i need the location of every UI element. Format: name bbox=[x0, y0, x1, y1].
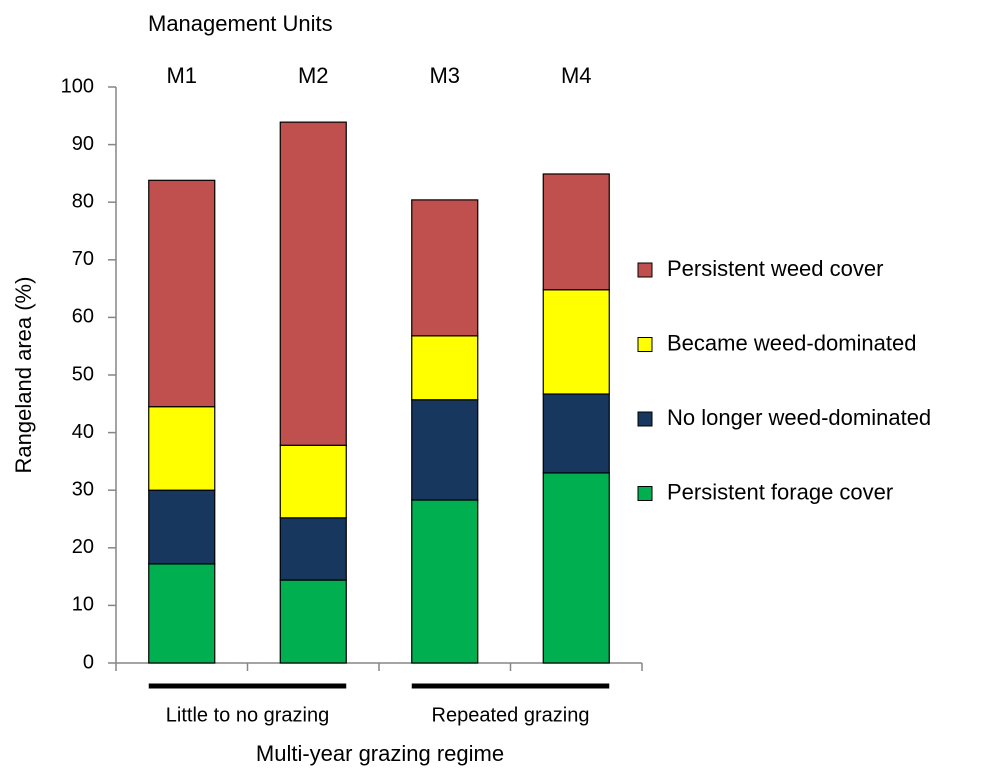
bar-segment bbox=[279, 579, 347, 664]
legend-label: Persistent weed cover bbox=[667, 256, 883, 281]
y-tick-label: 30 bbox=[72, 478, 94, 500]
y-axis-label: Rangeland area (%) bbox=[11, 277, 36, 474]
y-tick-label: 40 bbox=[72, 421, 94, 443]
y-tick-label: 70 bbox=[72, 248, 94, 270]
bar-segment bbox=[279, 517, 347, 581]
y-tick-label: 90 bbox=[72, 133, 94, 155]
category-label: M2 bbox=[298, 63, 329, 88]
bar-segment bbox=[411, 399, 479, 501]
bar-segment bbox=[279, 121, 347, 446]
top-label: Management Units bbox=[148, 11, 333, 36]
category-label: M4 bbox=[561, 63, 592, 88]
legend-label: No longer weed-dominated bbox=[667, 405, 931, 430]
y-tick-label: 100 bbox=[61, 75, 94, 97]
bar-segment bbox=[411, 335, 479, 401]
legend-swatch bbox=[637, 486, 653, 501]
y-tick-label: 0 bbox=[83, 651, 94, 673]
x-axis-label: Multi-year grazing regime bbox=[256, 741, 504, 766]
bar-segment bbox=[542, 393, 610, 474]
bar-segment bbox=[148, 563, 216, 664]
y-tick-label: 20 bbox=[72, 536, 94, 558]
group-label: Repeated grazing bbox=[432, 704, 590, 726]
legend-swatch bbox=[637, 262, 653, 278]
bar-segment bbox=[542, 289, 610, 395]
y-tick-label: 60 bbox=[72, 306, 94, 328]
category-label: M3 bbox=[429, 63, 460, 88]
category-label: M1 bbox=[166, 63, 197, 88]
bar-segment bbox=[148, 489, 216, 565]
group-label: Little to no grazing bbox=[166, 704, 329, 726]
legend-label: Became weed-dominated bbox=[667, 330, 916, 355]
bar-segment bbox=[542, 472, 610, 664]
bar-segment bbox=[411, 199, 479, 337]
legend-swatch bbox=[637, 411, 653, 427]
bar-segment bbox=[279, 444, 347, 519]
y-tick-label: 10 bbox=[72, 594, 94, 616]
bar-segment bbox=[411, 499, 479, 664]
bar-segment bbox=[148, 406, 216, 491]
bar-segment bbox=[148, 179, 216, 408]
legend-swatch bbox=[637, 337, 653, 352]
bar-segment bbox=[542, 173, 610, 291]
y-tick-label: 50 bbox=[72, 363, 94, 385]
y-tick-label: 80 bbox=[72, 190, 94, 212]
legend-label: Persistent forage cover bbox=[667, 479, 893, 504]
